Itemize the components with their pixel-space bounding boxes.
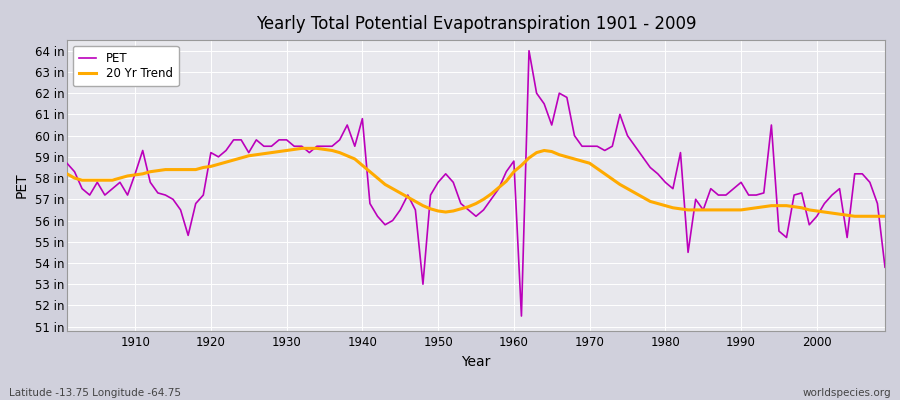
PET [508, 159, 519, 164]
Line: PET: PET [67, 51, 885, 316]
Legend: PET, 20 Yr Trend: PET, 20 Yr Trend [73, 46, 179, 86]
PET [334, 138, 345, 142]
Text: worldspecies.org: worldspecies.org [803, 388, 891, 398]
20 Yr Trend [61, 172, 72, 176]
PET [501, 169, 512, 174]
20 Yr Trend [296, 146, 307, 151]
Line: 20 Yr Trend: 20 Yr Trend [67, 148, 885, 216]
20 Yr Trend [607, 177, 617, 182]
PET [524, 48, 535, 53]
Y-axis label: PET: PET [15, 173, 29, 198]
Text: Latitude -13.75 Longitude -64.75: Latitude -13.75 Longitude -64.75 [9, 388, 181, 398]
PET [516, 314, 526, 318]
20 Yr Trend [122, 174, 133, 178]
X-axis label: Year: Year [462, 355, 490, 369]
PET [122, 193, 133, 198]
PET [615, 112, 626, 117]
20 Yr Trend [508, 169, 519, 174]
20 Yr Trend [516, 163, 526, 168]
Title: Yearly Total Potential Evapotranspiration 1901 - 2009: Yearly Total Potential Evapotranspiratio… [256, 15, 697, 33]
20 Yr Trend [289, 147, 300, 152]
20 Yr Trend [850, 214, 860, 219]
20 Yr Trend [342, 153, 353, 158]
PET [879, 265, 890, 270]
PET [289, 144, 300, 149]
20 Yr Trend [879, 214, 890, 219]
PET [61, 161, 72, 166]
